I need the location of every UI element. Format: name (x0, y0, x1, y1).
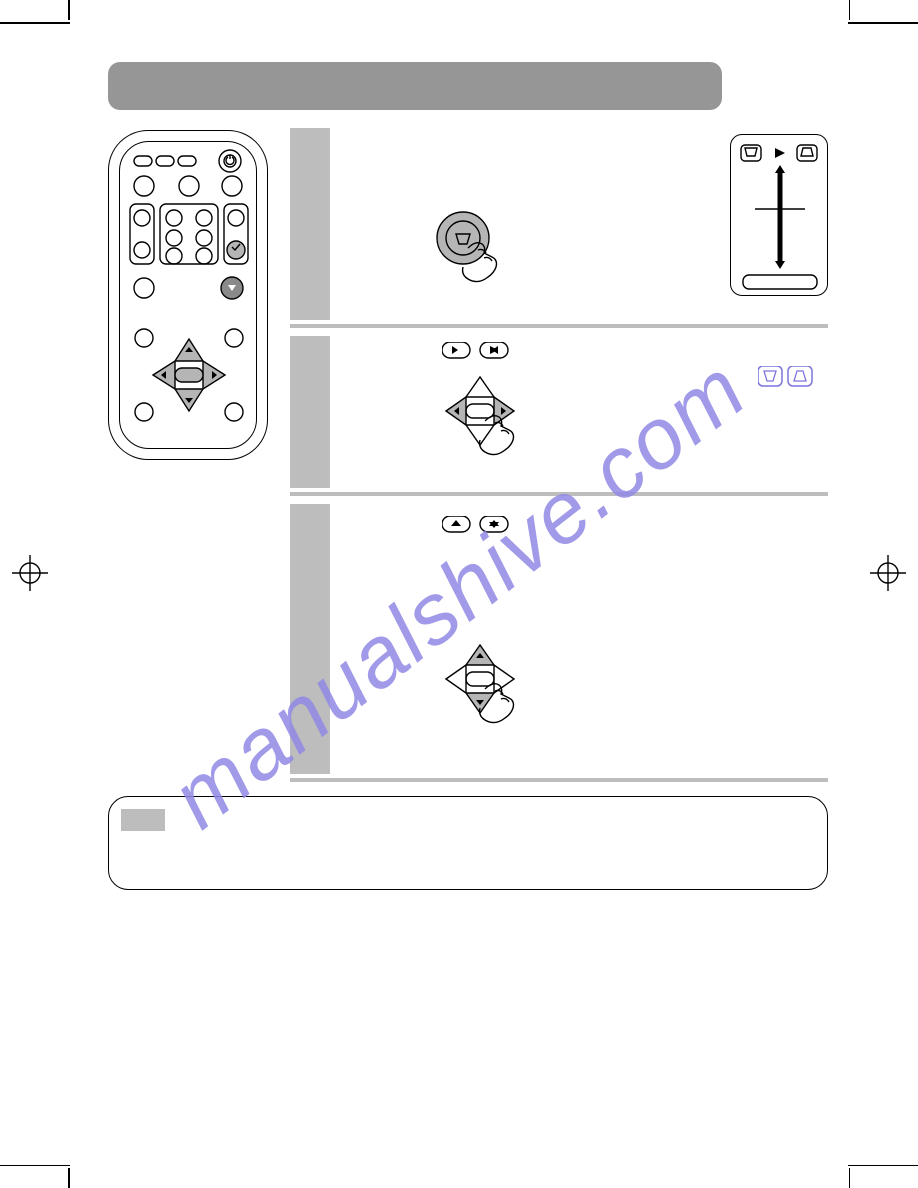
dpad-updown-press-icon (430, 634, 550, 774)
register-mark-left (12, 555, 48, 591)
keystone-aux-icons (758, 366, 814, 390)
info-box (108, 796, 828, 890)
remote-illustration (108, 130, 268, 460)
keystone-button-press-icon (418, 198, 528, 308)
step-2 (290, 336, 828, 496)
info-tag (121, 809, 165, 831)
dpad-leftright-press-icon (430, 366, 550, 486)
arrow-left-right-icons (442, 342, 512, 362)
step-3 (290, 504, 828, 782)
section-header-bar (108, 62, 722, 110)
mini-osd-panel (730, 134, 828, 296)
register-mark-right (870, 555, 906, 591)
arrow-up-down-icons (442, 516, 512, 536)
